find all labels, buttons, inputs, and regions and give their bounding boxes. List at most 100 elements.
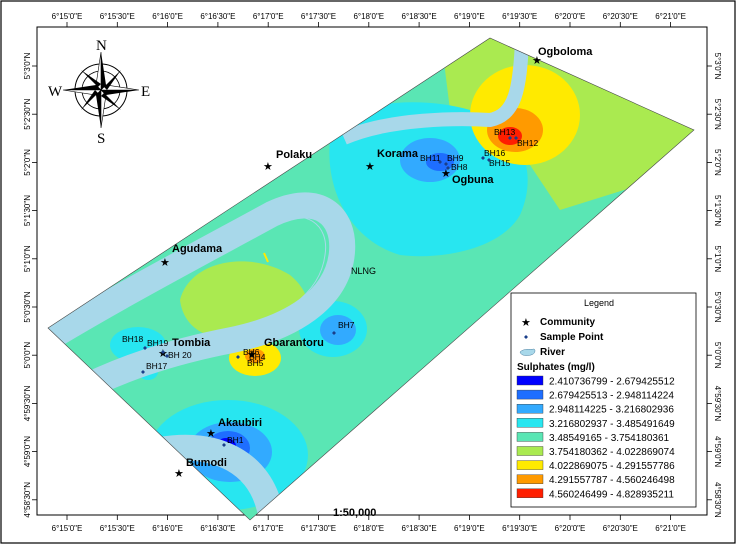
tick-marks [32,22,712,520]
right-tick-label: 5°0'0"N [713,342,722,369]
top-tick-label: 6°16'30"E [200,12,235,21]
community-label-ogboloma: Ogboloma [538,46,593,58]
bh-label-bh20: BH 20 [168,350,192,360]
legend-sulphates-title: Sulphates (mg/l) [517,362,595,373]
bh-label-bh19: BH19 [147,338,169,348]
legend-swatch [516,460,544,470]
top-tick-label: 6°17'0"E [253,12,284,21]
bh-label-bh11: BH11 [420,153,441,163]
legend-class-label: 3.216802937 - 3.485491649 [549,419,675,430]
communities: Ogboloma ★ Polaku ★ Korama ★ Ogbuna ★ Ag… [158,46,593,480]
community-star-korama: ★ [365,161,375,173]
bh-label-bh5: BH5 [247,358,264,368]
bottom-tick-label: 6°17'30"E [301,524,336,533]
bottom-tick-label: 6°20'0"E [555,524,586,533]
bh-label-bh12: BH12 [517,138,539,148]
legend: Legend ★ Community Sample Point River Su… [510,292,697,508]
bottom-tick-labels: 6°15'0"E 6°15'30"E 6°16'0"E 6°16'30"E 6°17'0… [52,524,686,533]
legend-river-label: River [540,347,565,358]
legend-class-label: 3.48549165 - 3.754180361 [549,433,670,444]
right-tick-label: 5°1'30"N [713,195,722,226]
bh-label-bh15: BH15 [489,158,511,168]
community-label-polaku: Polaku [276,149,312,161]
legend-class-label: 4.291557787 - 4.560246498 [549,475,675,486]
left-tick-label: 5°1'30"N [23,195,32,226]
sample-point-bh11 [438,160,442,164]
right-tick-labels: 5°3'0"N 5°2'30"N 5°2'0"N 5°1'30"N 5°1'0"N 5°0… [713,53,722,518]
legend-title: Legend [584,298,614,308]
left-tick-label: 5°1'0"N [23,245,32,272]
right-tick-label: 4°59'0"N [713,436,722,467]
top-tick-label: 6°15'30"E [100,12,135,21]
legend-community-icon: ★ [521,317,531,329]
sample-point-bh9 [444,162,448,166]
zone-bh6-orange [245,349,265,363]
legend-community-label: Community [540,317,595,328]
study-area-outline [47,37,695,521]
legend-swatch [516,432,544,442]
legend-swatch [516,474,544,484]
river-main [48,192,356,412]
left-tick-labels: 5°3'0"N 5°2'30"N 5°2'0"N 5°1'30"N 5°1'0"N 5°0… [23,52,32,517]
left-tick-label: 4°59'0"N [23,436,32,467]
legend-swatch [516,418,544,428]
bh-label-bh13: BH13 [494,127,516,137]
bottom-tick-label: 6°19'0"E [454,524,485,533]
sample-point-bh15 [487,158,491,162]
sample-point-bh17 [141,370,145,374]
bh-label-bh4: BH4 [249,352,266,362]
sample-point-bh12 [514,136,518,140]
compass-rose: N S E W [48,38,150,147]
top-tick-label: 6°19'30"E [502,12,537,21]
community-star-akaubiri: ★ [206,428,216,440]
community-label-bumodi: Bumodi [186,457,227,469]
top-tick-label: 6°16'0"E [152,12,183,21]
right-tick-label: 4°58'30"N [713,482,722,518]
right-tick-label: 5°2'30"N [713,99,722,130]
sample-point-bh13 [508,136,512,140]
left-tick-label: 5°2'30"N [23,98,32,129]
compass-east-point [101,90,139,95]
left-tick-label: 5°3'0"N [23,52,32,79]
compass-s-label: S [97,131,105,147]
sample-point-bh8 [446,166,450,170]
left-tick-label: 4°59'30"N [23,385,32,421]
top-tick-label: 6°19'0"E [454,12,485,21]
top-tick-label: 6°21'0"E [655,12,686,21]
compass-north-point [101,52,106,90]
bh-label-bh18: BH18 [122,334,144,344]
sample-point-bh1 [222,443,226,447]
legend-swatch [516,404,544,414]
bottom-tick-label: 6°21'0"E [655,524,686,533]
bottom-tick-label: 6°19'30"E [502,524,537,533]
top-tick-label: 6°15'0"E [52,12,83,21]
right-tick-label: 5°3'0"N [713,53,722,80]
bottom-tick-label: 6°18'0"E [353,524,384,533]
compass-e-label: E [141,84,150,100]
sample-point-bh16 [481,156,485,160]
small-feature [263,252,269,263]
community-star-bumodi: ★ [174,468,184,480]
legend-class-label: 2.410736799 - 2.679425512 [549,377,675,388]
compass-n-label: N [96,38,107,54]
left-tick-label: 5°0'0"N [23,342,32,369]
top-tick-label: 6°18'0"E [353,12,384,21]
legend-class-label: 2.948114225 - 3.216802936 [549,405,674,416]
bh-label-bh7: BH7 [338,320,355,330]
community-star-ogboloma: ★ [532,55,542,67]
nlng-label: NLNG [351,266,376,276]
sample-point-bh19 [161,350,165,354]
bh-label-bh16: BH16 [484,148,506,158]
sample-point-markers [141,136,518,447]
bh-label-bh6: BH6 [243,347,260,357]
left-tick-label: 5°0'30"N [23,291,32,322]
bottom-tick-label: 6°20'30"E [603,524,638,533]
sample-point-bh18 [143,346,147,350]
bottom-tick-label: 6°18'30"E [402,524,437,533]
bottom-tick-label: 6°17'0"E [253,524,284,533]
top-tick-label: 6°20'30"E [603,12,638,21]
bh-label-bh1: BH1 [227,435,244,445]
sample-point-bh7 [332,331,336,335]
scale-label: 1:50,000 [333,507,376,519]
